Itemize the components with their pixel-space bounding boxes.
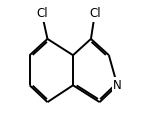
Text: N: N — [113, 79, 122, 92]
Text: Cl: Cl — [36, 7, 48, 20]
Text: Cl: Cl — [89, 7, 101, 20]
